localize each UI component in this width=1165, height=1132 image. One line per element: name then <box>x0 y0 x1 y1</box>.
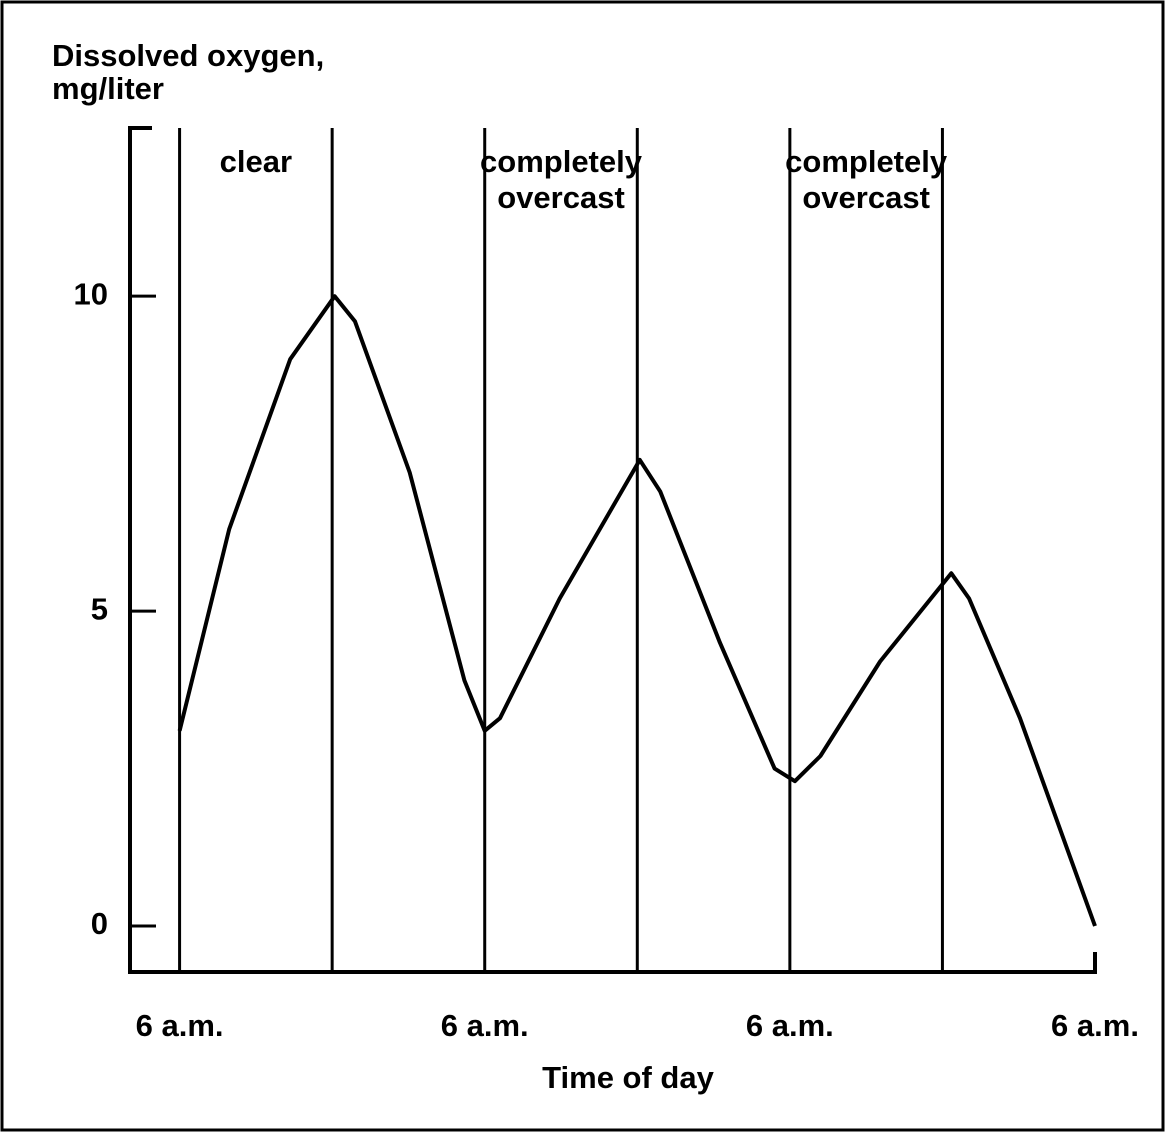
x-tick-label: 6 a.m. <box>1051 1008 1139 1043</box>
x-axis-label: Time of day <box>542 1060 714 1095</box>
annotation: completely <box>480 144 643 179</box>
annotation: overcast <box>497 180 625 215</box>
y-axis-label: mg/liter <box>52 71 164 106</box>
y-tick-label: 10 <box>74 276 108 311</box>
y-tick-label: 5 <box>91 591 108 626</box>
y-tick-label: 0 <box>91 906 108 941</box>
x-tick-label: 6 a.m. <box>441 1008 529 1043</box>
annotation: clear <box>220 144 292 179</box>
y-axis-label: Dissolved oxygen, <box>52 38 324 73</box>
x-tick-label: 6 a.m. <box>746 1008 834 1043</box>
data-line <box>177 294 1097 927</box>
axis <box>128 126 1097 974</box>
annotation: completely <box>785 144 948 179</box>
annotation: overcast <box>802 180 930 215</box>
x-tick-label: 6 a.m. <box>136 1008 224 1043</box>
